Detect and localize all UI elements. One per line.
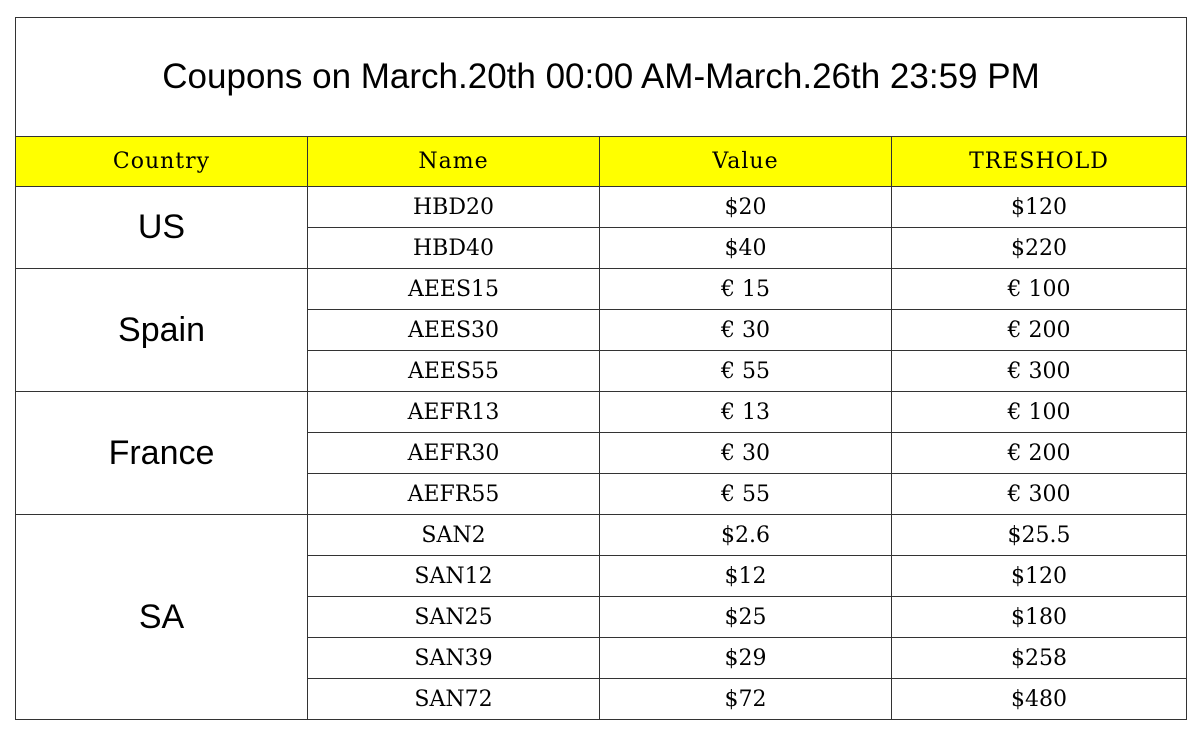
- table-row: SAN25 $25 $180: [16, 596, 1188, 638]
- name-cell: SAN12: [307, 555, 600, 597]
- table-row: US HBD20 $20 $120: [15, 186, 1188, 269]
- value-cell: $25: [599, 596, 892, 638]
- value-cell: $12: [599, 555, 892, 597]
- header-country: Country: [15, 136, 308, 187]
- table-row: SAN12 $12 $120: [16, 555, 1188, 597]
- value-cell: $20: [599, 186, 892, 228]
- name-cell: SAN39: [307, 637, 600, 679]
- value-cell: € 15: [599, 268, 892, 310]
- coupon-table: Coupons on March.20th 00:00 AM-March.26t…: [14, 17, 1188, 720]
- threshold-cell: $258: [890, 637, 1188, 679]
- country-cell: Spain: [15, 268, 308, 392]
- country-cell: SA: [15, 514, 308, 720]
- table-row: AEFR55 € 55 € 300: [16, 473, 1188, 515]
- name-cell: SAN25: [307, 596, 600, 638]
- table-row: SA SAN2 $2.6 $25.5: [15, 514, 1188, 720]
- name-cell: SAN2: [307, 514, 600, 556]
- threshold-cell: $120: [890, 186, 1188, 228]
- table-row: Spain AEES15 € 15 € 100: [15, 268, 1188, 392]
- name-cell: AEFR30: [307, 432, 600, 474]
- threshold-cell: € 100: [890, 268, 1188, 310]
- country-cell: France: [15, 391, 308, 515]
- table-row: SAN39 $29 $258: [16, 637, 1188, 679]
- name-cell: AEES15: [307, 268, 600, 310]
- name-cell: HBD40: [307, 227, 600, 269]
- value-cell: $29: [599, 637, 892, 679]
- threshold-cell: $25.5: [890, 514, 1188, 556]
- name-cell: AEES30: [307, 309, 600, 351]
- value-cell: € 55: [599, 350, 892, 392]
- threshold-cell: $220: [890, 227, 1188, 269]
- value-cell: € 30: [599, 309, 892, 351]
- threshold-cell: € 200: [890, 432, 1188, 474]
- threshold-cell: $180: [890, 596, 1188, 638]
- value-cell: € 13: [599, 391, 892, 433]
- header-value: Value: [599, 136, 892, 187]
- name-cell: AEFR13: [307, 391, 600, 433]
- value-cell: € 30: [599, 432, 892, 474]
- value-cell: $2.6: [599, 514, 892, 556]
- table-title: Coupons on March.20th 00:00 AM-March.26t…: [14, 17, 1188, 137]
- threshold-cell: € 300: [890, 473, 1188, 515]
- threshold-cell: $120: [890, 555, 1188, 597]
- header-threshold: TRESHOLD: [890, 136, 1188, 187]
- table-row: AEFR30 € 30 € 200: [16, 432, 1188, 474]
- threshold-cell: € 200: [890, 309, 1188, 351]
- value-cell: $72: [599, 678, 892, 720]
- header-row: Country Name Value TRESHOLD: [15, 136, 1188, 187]
- header-name: Name: [307, 136, 600, 187]
- threshold-cell: € 100: [890, 391, 1188, 433]
- name-cell: AEES55: [307, 350, 600, 392]
- value-cell: $40: [599, 227, 892, 269]
- threshold-cell: € 300: [890, 350, 1188, 392]
- threshold-cell: $480: [890, 678, 1188, 720]
- name-cell: HBD20: [307, 186, 600, 228]
- name-cell: SAN72: [307, 678, 600, 720]
- name-cell: AEFR55: [307, 473, 600, 515]
- table-row: HBD40 $40 $220: [16, 227, 1188, 269]
- country-cell: US: [15, 186, 308, 269]
- table-body: US HBD20 $20 $120 HBD40 $40 $220 Spain AEES15 € 1…: [15, 186, 1188, 720]
- table-row: France AEFR13 € 13 € 100: [15, 391, 1188, 515]
- table-row: SAN72 $72 $480: [16, 678, 1188, 720]
- value-cell: € 55: [599, 473, 892, 515]
